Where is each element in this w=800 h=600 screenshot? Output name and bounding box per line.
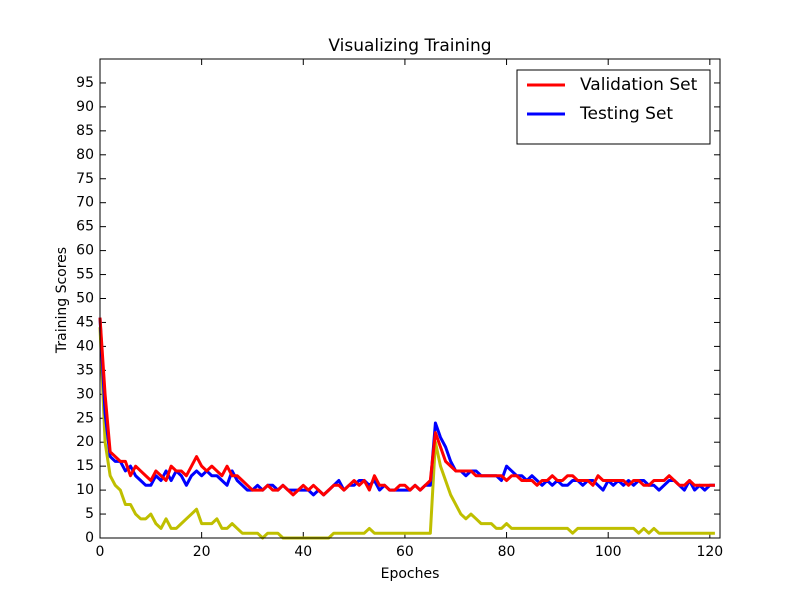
- y-tick-label: 75: [76, 171, 94, 187]
- x-tick-label: 20: [193, 544, 211, 560]
- y-tick-label: 0: [85, 530, 94, 546]
- y-tick-label: 50: [76, 291, 94, 307]
- line: [98, 317, 715, 497]
- y-axis-label: Training Scores: [54, 247, 70, 354]
- x-tick-label: 0: [96, 544, 105, 560]
- line: [98, 327, 715, 540]
- y-tick-label: 15: [76, 458, 94, 474]
- chart-title: Visualizing Training: [328, 36, 491, 56]
- y-tick-label: 70: [76, 195, 94, 211]
- y-tick-label: 90: [76, 99, 94, 115]
- x-tick-label: 40: [294, 544, 312, 560]
- y-tick-label: 5: [85, 506, 94, 522]
- x-tick-label: 100: [595, 544, 622, 560]
- y-tick-label: 45: [76, 314, 94, 330]
- y-tick-label: 10: [76, 482, 94, 498]
- legend-label: Testing Set: [579, 104, 673, 124]
- y-tick-label: 35: [76, 362, 94, 378]
- line: [98, 317, 715, 497]
- x-tick-label: 120: [696, 544, 723, 560]
- y-tick-label: 85: [76, 123, 94, 139]
- y-tick-label: 65: [76, 219, 94, 235]
- plot-frame: [99, 58, 721, 539]
- y-tick-label: 60: [76, 243, 94, 259]
- y-tick-label: 95: [76, 75, 94, 91]
- y-tick-label: 55: [76, 267, 94, 283]
- y-tick-label: 25: [76, 410, 94, 426]
- y-tick-label: 20: [76, 434, 94, 450]
- legend-label: Validation Set: [580, 75, 698, 95]
- legend-box: [516, 69, 711, 145]
- y-tick-label: 80: [76, 147, 94, 163]
- x-tick-label: 60: [396, 544, 414, 560]
- y-tick-label: 40: [76, 338, 94, 354]
- y-tick-label: 30: [76, 386, 94, 402]
- x-tick-label: 80: [498, 544, 516, 560]
- x-axis-label: Epoches: [381, 566, 440, 582]
